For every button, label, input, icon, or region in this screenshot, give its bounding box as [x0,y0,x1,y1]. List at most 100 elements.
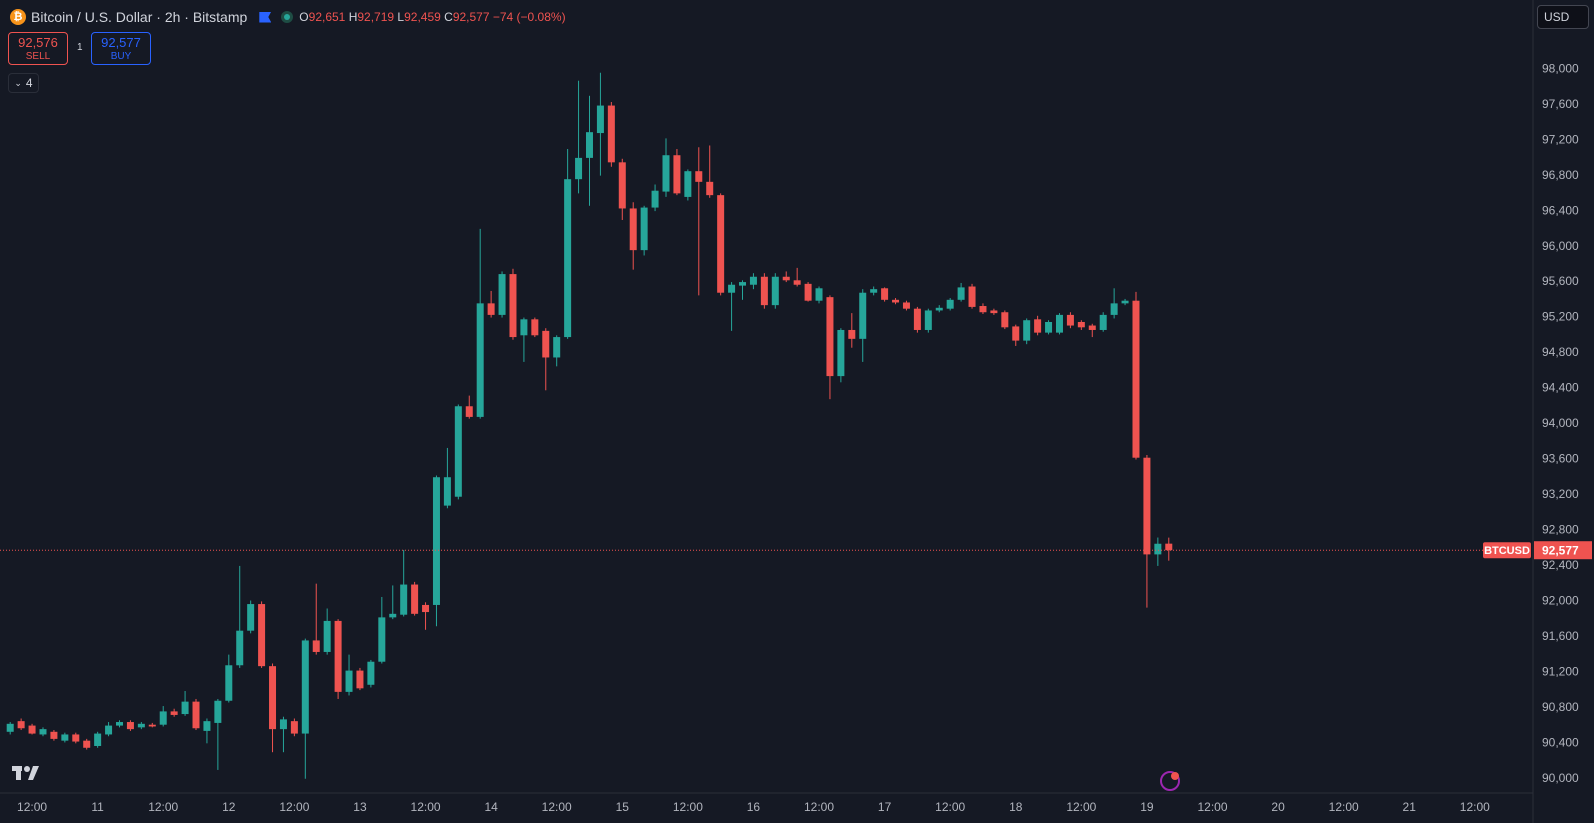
ohlc-values: O92,651 H92,719 L92,459 C92,577 −74 (−0.… [299,10,565,24]
y-tick-label: 93,600 [1542,452,1579,466]
candle-body [432,477,440,605]
symbol-title[interactable]: Bitcoin / U.S. Dollar · 2h · Bitstamp [31,9,248,25]
candle-body [170,711,178,715]
candle-body [72,734,80,742]
y-tick-label: 97,200 [1542,132,1579,146]
candle-body [739,282,747,286]
candle-body [957,287,965,300]
ohlc-value: 92,577 [452,10,490,24]
candle-body [378,617,386,662]
candle-body [837,329,845,377]
price-tag-label: 92,577 [1542,543,1579,557]
candle-body [498,274,506,315]
x-tick-label: 12:00 [17,800,47,814]
candle-body [870,289,878,293]
candle-body [148,724,156,727]
candle-body [1023,320,1031,341]
candle-body [520,319,528,336]
candle-body [1077,321,1085,328]
price-tag [1534,541,1592,560]
candle-body [673,155,681,194]
candle-body [279,719,287,730]
candle-body [804,283,812,301]
y-tick-label: 96,400 [1542,203,1579,217]
y-tick-label: 94,800 [1542,345,1579,359]
y-tick-label: 92,800 [1542,523,1579,537]
market-status [281,11,294,23]
candle-body [749,276,757,285]
indicators-toggle[interactable]: ⌄ 4 [8,73,39,93]
candle-body [913,308,921,330]
symbol-header: ₿ Bitcoin / U.S. Dollar · 2h · Bitstamp … [10,7,566,27]
candle-body [476,303,484,417]
candle-body [247,604,255,631]
ohlc-key: H [348,10,358,24]
y-tick-label: 94,000 [1542,416,1579,430]
y-tick-label: 93,200 [1542,487,1579,501]
candle-body [137,723,145,728]
candle-body [334,620,342,692]
candle-body [564,179,572,338]
symbol-tag-label: BTCUSD [1484,545,1530,557]
candle-body [50,731,58,739]
candle-body [662,155,670,192]
x-tick-label: 12:00 [935,800,965,814]
candle-body [1165,543,1173,551]
x-tick-label: 19 [1140,800,1154,814]
y-tick-label: 90,000 [1542,771,1579,785]
x-tick-label: 21 [1403,800,1417,814]
y-tick-label: 97,600 [1542,97,1579,111]
candle-body [39,729,47,735]
ohlc-value: 92,459 [404,10,441,24]
candle-body [400,584,408,615]
candle-body [1012,326,1020,341]
candle-body [651,190,659,208]
candle-body [203,721,211,731]
indicators-count: 4 [25,76,33,90]
ohlc-key: C [444,10,453,24]
candle-body [706,181,714,196]
buy-button[interactable]: 92,577 BUY [91,32,151,65]
sell-label: SELL [25,51,51,62]
candle-body [105,725,113,735]
candle-body [1066,314,1074,326]
candle-body [269,666,277,730]
x-tick-label: 12:00 [673,800,703,814]
candle-body [990,310,998,314]
candle-body [760,276,768,306]
candle-body [1110,303,1118,315]
y-tick-label: 91,600 [1542,629,1579,643]
ohlc-key: O [299,10,309,24]
candle-body [389,613,397,618]
x-tick-label: 12:00 [804,800,834,814]
candle-body [356,670,364,689]
candle-body [607,105,615,163]
x-tick-label: 17 [878,800,892,814]
x-tick-label: 15 [616,800,630,814]
candle-body [61,734,69,741]
candle-body [618,162,626,209]
y-tick-label: 95,600 [1542,274,1579,288]
candle-body [422,604,430,613]
candle-body [640,207,648,251]
ohlc-value: 92,719 [357,10,395,24]
candle-body [116,722,123,726]
candle-body [1132,300,1140,458]
y-tick-label: 90,400 [1542,735,1579,749]
ohlc-key: L [397,10,405,24]
candle-body [596,105,604,134]
assistant-icon[interactable] [1160,771,1180,791]
y-tick-label: 96,000 [1542,239,1579,253]
y-tick-label: 91,200 [1542,665,1579,679]
x-tick-label: 18 [1009,800,1023,814]
candle-body [684,171,692,197]
flag-icon[interactable] [259,11,272,23]
candle-body [83,740,91,748]
candle-body [946,299,954,309]
candle-body [6,723,14,732]
sell-button[interactable]: 92,576 SELL [8,32,68,65]
currency-button[interactable]: USD [1537,5,1589,29]
symbol-tag [1483,542,1531,559]
